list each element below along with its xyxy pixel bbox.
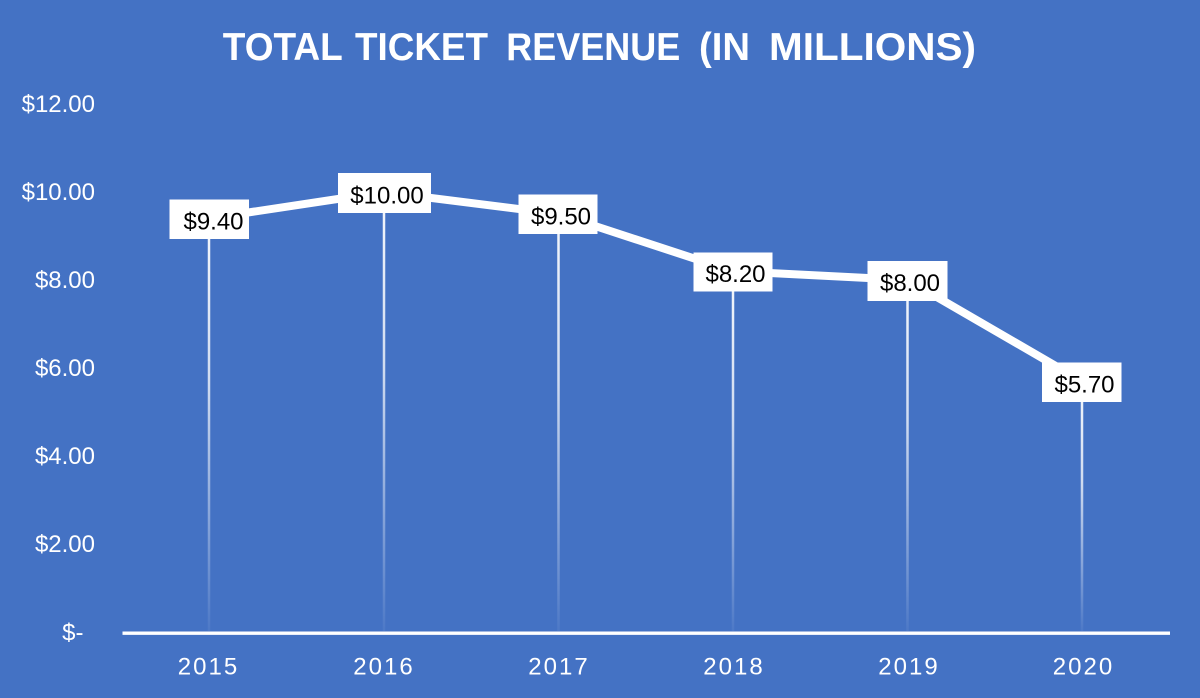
svg-text:$2.00: $2.00 bbox=[35, 531, 95, 558]
svg-text:2018: 2018 bbox=[703, 654, 764, 681]
svg-text:REVENUE: REVENUE bbox=[506, 26, 680, 69]
svg-text:$9.40: $9.40 bbox=[183, 209, 243, 236]
svg-text:$12.00: $12.00 bbox=[22, 91, 95, 118]
svg-text:$8.20: $8.20 bbox=[705, 261, 765, 288]
svg-text:$8.00: $8.00 bbox=[35, 267, 95, 294]
svg-text:$5.70: $5.70 bbox=[1054, 372, 1114, 399]
svg-text:$-: $- bbox=[62, 620, 83, 647]
svg-text:2017: 2017 bbox=[528, 654, 589, 681]
svg-text:$8.00: $8.00 bbox=[880, 270, 940, 297]
svg-text:TICKET: TICKET bbox=[355, 26, 488, 69]
svg-text:$10.00: $10.00 bbox=[350, 183, 423, 210]
svg-text:2016: 2016 bbox=[353, 654, 414, 681]
svg-text:2015: 2015 bbox=[178, 654, 239, 681]
svg-text:TOTAL: TOTAL bbox=[223, 26, 343, 69]
svg-text:2019: 2019 bbox=[878, 654, 939, 681]
svg-text:2020: 2020 bbox=[1053, 654, 1114, 681]
svg-text:$9.50: $9.50 bbox=[531, 204, 591, 231]
svg-text:$4.00: $4.00 bbox=[35, 443, 95, 470]
svg-text:$10.00: $10.00 bbox=[22, 179, 95, 206]
svg-text:(IN: (IN bbox=[699, 26, 750, 69]
svg-text:MILLIONS): MILLIONS) bbox=[769, 26, 976, 69]
svg-text:$6.00: $6.00 bbox=[35, 355, 95, 382]
